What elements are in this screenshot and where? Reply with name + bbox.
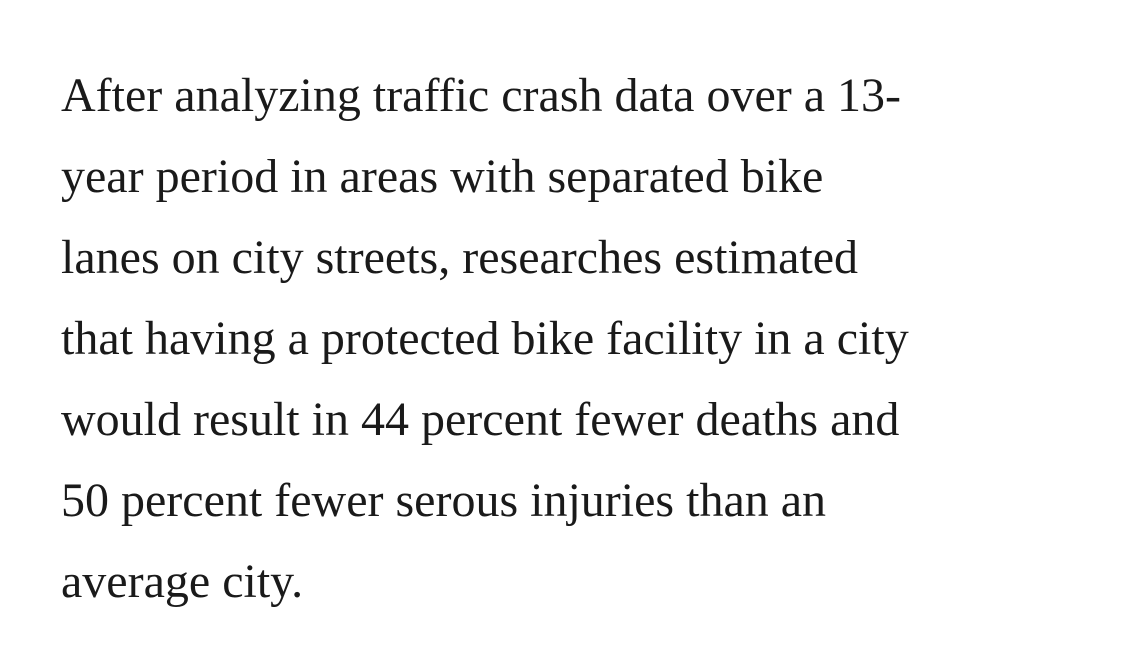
paragraph-line: that having a protected bike facility in…: [61, 312, 909, 365]
paragraph-line: average city.: [61, 555, 304, 608]
article-paragraph: After analyzing traffic crash data over …: [61, 55, 1101, 622]
paragraph-line: would result in 44 percent fewer deaths …: [61, 393, 900, 446]
paragraph-line: After analyzing traffic crash data over …: [61, 69, 902, 122]
paragraph-line: year period in areas with separated bike: [61, 150, 824, 203]
paragraph-line: lanes on city streets, researches estima…: [61, 231, 859, 284]
paragraph-line: 50 percent fewer serous injuries than an: [61, 474, 827, 527]
